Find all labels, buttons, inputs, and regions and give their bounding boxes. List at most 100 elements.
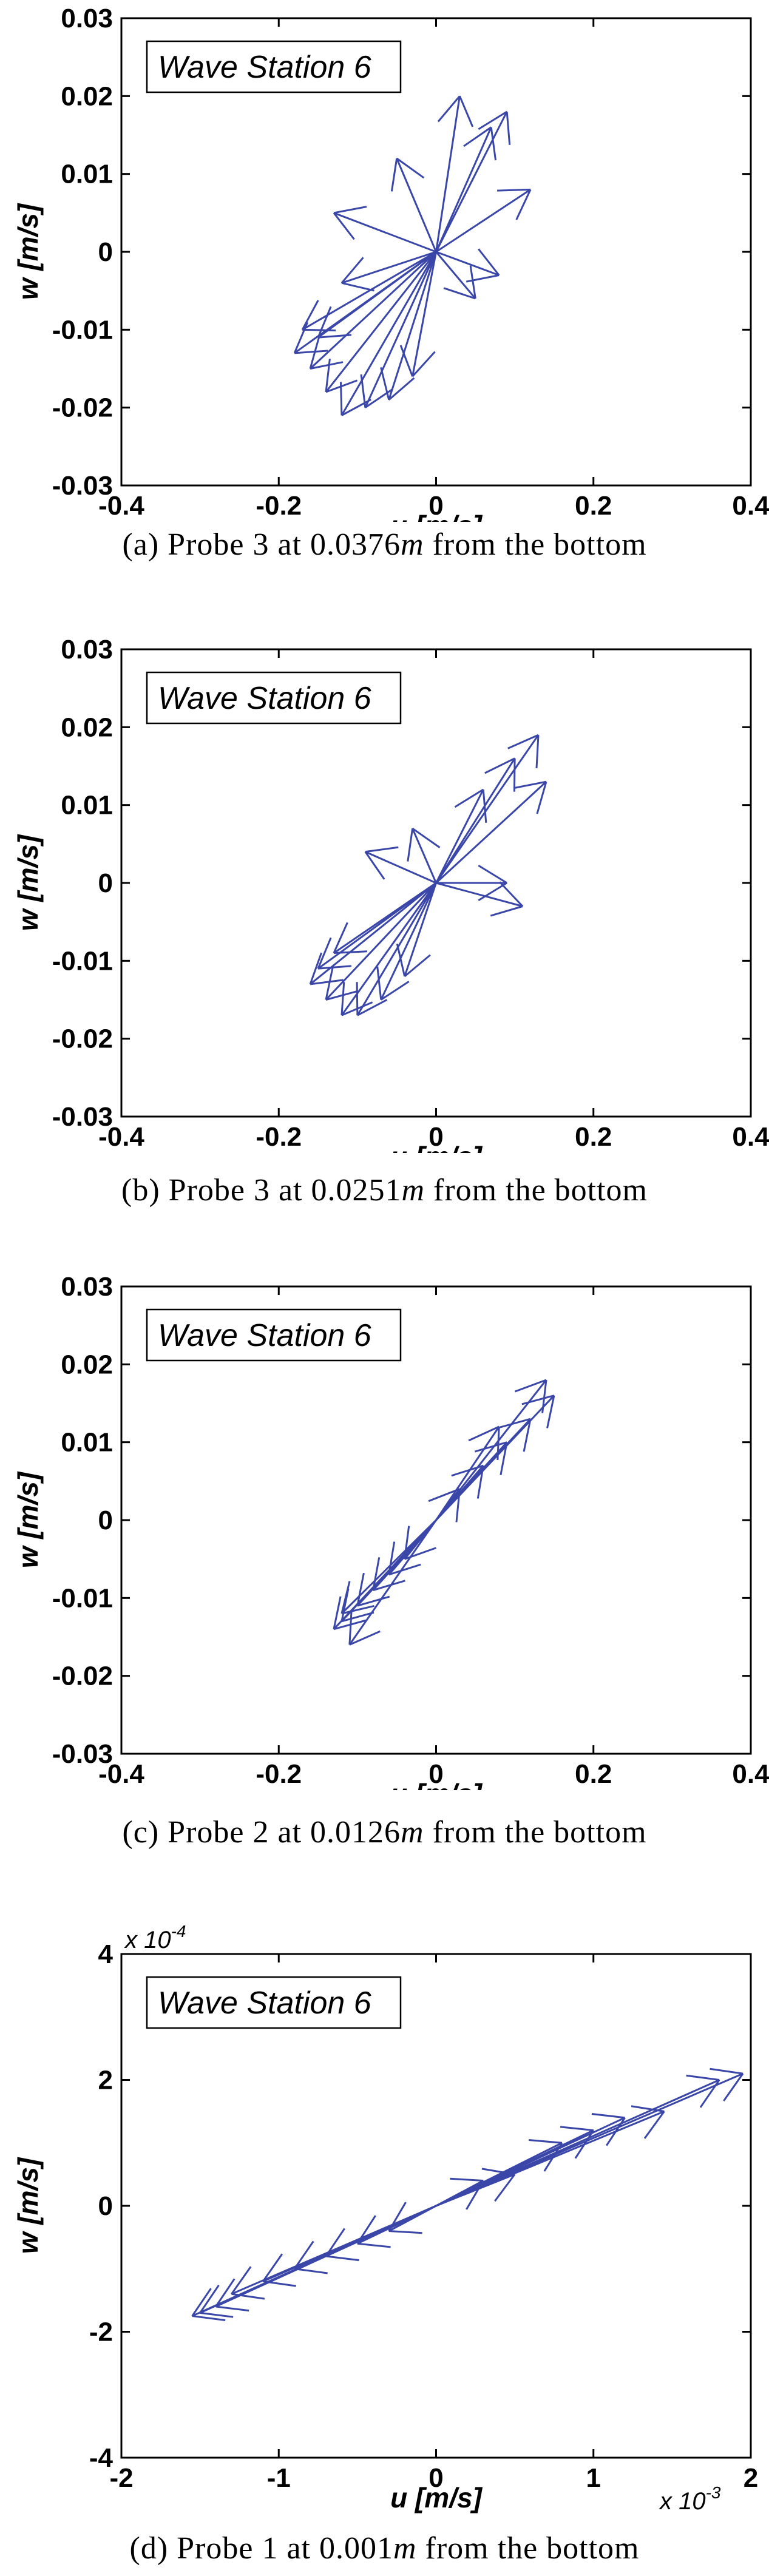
vector-arrow <box>435 110 511 252</box>
vector-arrow <box>435 126 497 252</box>
y-tick-label: -0.03 <box>52 471 113 501</box>
x-tick-label: 1 <box>586 2463 601 2493</box>
x-tick-label: -0.4 <box>98 1759 144 1789</box>
vector-arrow <box>390 157 437 252</box>
y-tick-label: 0.02 <box>61 1350 113 1379</box>
vector-arrow <box>435 788 487 884</box>
y-tick-label: 0.02 <box>61 81 113 111</box>
vector-arrow <box>191 2205 437 2321</box>
x-tick-label: 0.2 <box>575 1759 612 1789</box>
vector-arrow <box>325 882 437 1001</box>
vector-arrow <box>435 757 516 884</box>
x-tick-label: 2 <box>744 2463 758 2493</box>
y-tick-label: 0.01 <box>61 1428 113 1458</box>
chart-panel-0: -0.4 -0.2 0 0.2 0.4 0.03 0.02 0.01 0 -0.01 -0.02 -0… <box>12 4 769 522</box>
vector-arrow <box>356 882 437 1016</box>
vector-arrow <box>364 846 437 884</box>
figure-caption: (b) Probe 3 at 0.0251m from the bottom <box>121 1173 648 1208</box>
y-tick-label: 0.03 <box>61 4 113 33</box>
x-axis-label: u [m/s] <box>390 510 483 522</box>
x-tick-label: -0.2 <box>256 491 302 521</box>
vector-arrow <box>407 827 441 884</box>
figure-caption: (c) Probe 2 at 0.0126m from the bottom <box>122 1815 647 1850</box>
x-tick-label: 0.4 <box>732 491 769 521</box>
vector-arrow <box>435 780 547 884</box>
vector-arrow <box>380 251 437 401</box>
vector-arrow <box>435 1425 500 1521</box>
y-tick-label: -0.01 <box>52 946 113 976</box>
y-tick-label: 0.01 <box>61 791 113 820</box>
vector-arrow <box>309 251 437 370</box>
figure-caption: (a) Probe 3 at 0.0376m from the bottom <box>122 527 647 562</box>
y-tick-label: 0 <box>98 2191 113 2221</box>
x-tick-label: 0 <box>429 491 443 521</box>
legend-label: Wave Station 6 <box>158 1318 371 1353</box>
x-axis-label: u [m/s] <box>390 1778 483 1790</box>
vector-arrow <box>301 251 437 332</box>
x-tick-label: -2 <box>109 2463 133 2493</box>
x-multiplier: x 10-3 <box>659 2483 721 2515</box>
y-tick-label: 0.03 <box>61 1272 113 1302</box>
vector-arrow <box>435 2177 484 2210</box>
vector-arrow <box>435 251 476 300</box>
y-tick-label: -4 <box>89 2443 113 2473</box>
legend: Wave Station 6 <box>146 1308 402 1362</box>
y-tick-label: 0.01 <box>61 160 113 189</box>
vector-arrow <box>435 2168 516 2207</box>
chart-panel-1: -0.4 -0.2 0 0.2 0.4 0.03 0.02 0.01 0 -0.01 -0.02 -0… <box>12 635 769 1153</box>
y-axis-label: w [m/s] <box>12 2157 44 2254</box>
vector-arrow <box>309 882 437 985</box>
vector-arrow <box>340 251 436 292</box>
y-axis-label: w [m/s] <box>12 203 44 300</box>
y-tick-label: -0.02 <box>52 393 113 423</box>
x-axis-label: u [m/s] <box>390 2482 483 2513</box>
x-tick-label: 0 <box>429 1759 443 1789</box>
y-axis-label: w [m/s] <box>12 834 44 931</box>
vector-arrow <box>333 206 437 253</box>
vector-arrow <box>396 882 437 978</box>
legend: Wave Station 6 <box>146 671 402 725</box>
vector-arrow <box>339 251 437 416</box>
legend: Wave Station 6 <box>146 1976 402 2029</box>
y-tick-label: -0.02 <box>52 1024 113 1054</box>
legend-label: Wave Station 6 <box>158 50 371 85</box>
y-tick-label: 0.02 <box>61 712 113 742</box>
vector-arrow <box>340 1519 437 1615</box>
y-tick-label: -2 <box>89 2317 113 2347</box>
vector-arrow <box>436 881 524 917</box>
y-tick-label: 0 <box>98 237 113 267</box>
vector-arrow <box>376 882 437 1001</box>
y-tick-label: -0.01 <box>52 1583 113 1613</box>
y-axis-label: w [m/s] <box>12 1471 44 1568</box>
vector-arrow <box>333 882 437 954</box>
y-tick-label: -0.01 <box>52 315 113 345</box>
x-tick-label: -0.4 <box>98 491 144 521</box>
vector-arrow <box>435 248 500 283</box>
y-tick-label: 0 <box>98 1506 113 1535</box>
vector-arrow <box>435 188 532 253</box>
y-tick-label: 4 <box>98 1939 113 1969</box>
vector-arrow <box>435 734 540 884</box>
x-tick-label: 0.2 <box>575 1122 612 1152</box>
y-tick-label: 0 <box>98 868 113 898</box>
y-tick-label: -0.03 <box>52 1739 113 1769</box>
y-tick-label: -0.02 <box>52 1662 113 1691</box>
x-axis-label: u [m/s] <box>390 1141 483 1153</box>
legend-label: Wave Station 6 <box>158 1986 371 2021</box>
x-tick-label: 0.4 <box>732 1759 769 1789</box>
x-tick-label: -0.2 <box>256 1122 302 1152</box>
vector-arrow <box>399 251 437 377</box>
vector-arrow <box>428 1488 461 1523</box>
vector-arrow <box>436 864 507 902</box>
vector-arrow <box>435 2074 720 2207</box>
y-multiplier: x 10-4 <box>124 1924 186 1953</box>
vector-arrow <box>435 95 474 252</box>
x-tick-label: 0.4 <box>732 1122 769 1152</box>
legend-label: Wave Station 6 <box>158 681 371 716</box>
vector-arrow <box>317 251 437 339</box>
vector-arrow <box>388 2202 437 2234</box>
x-tick-label: -0.2 <box>256 1759 302 1789</box>
y-tick-label: 0.03 <box>61 635 113 664</box>
x-tick-label: 0.2 <box>575 491 612 521</box>
